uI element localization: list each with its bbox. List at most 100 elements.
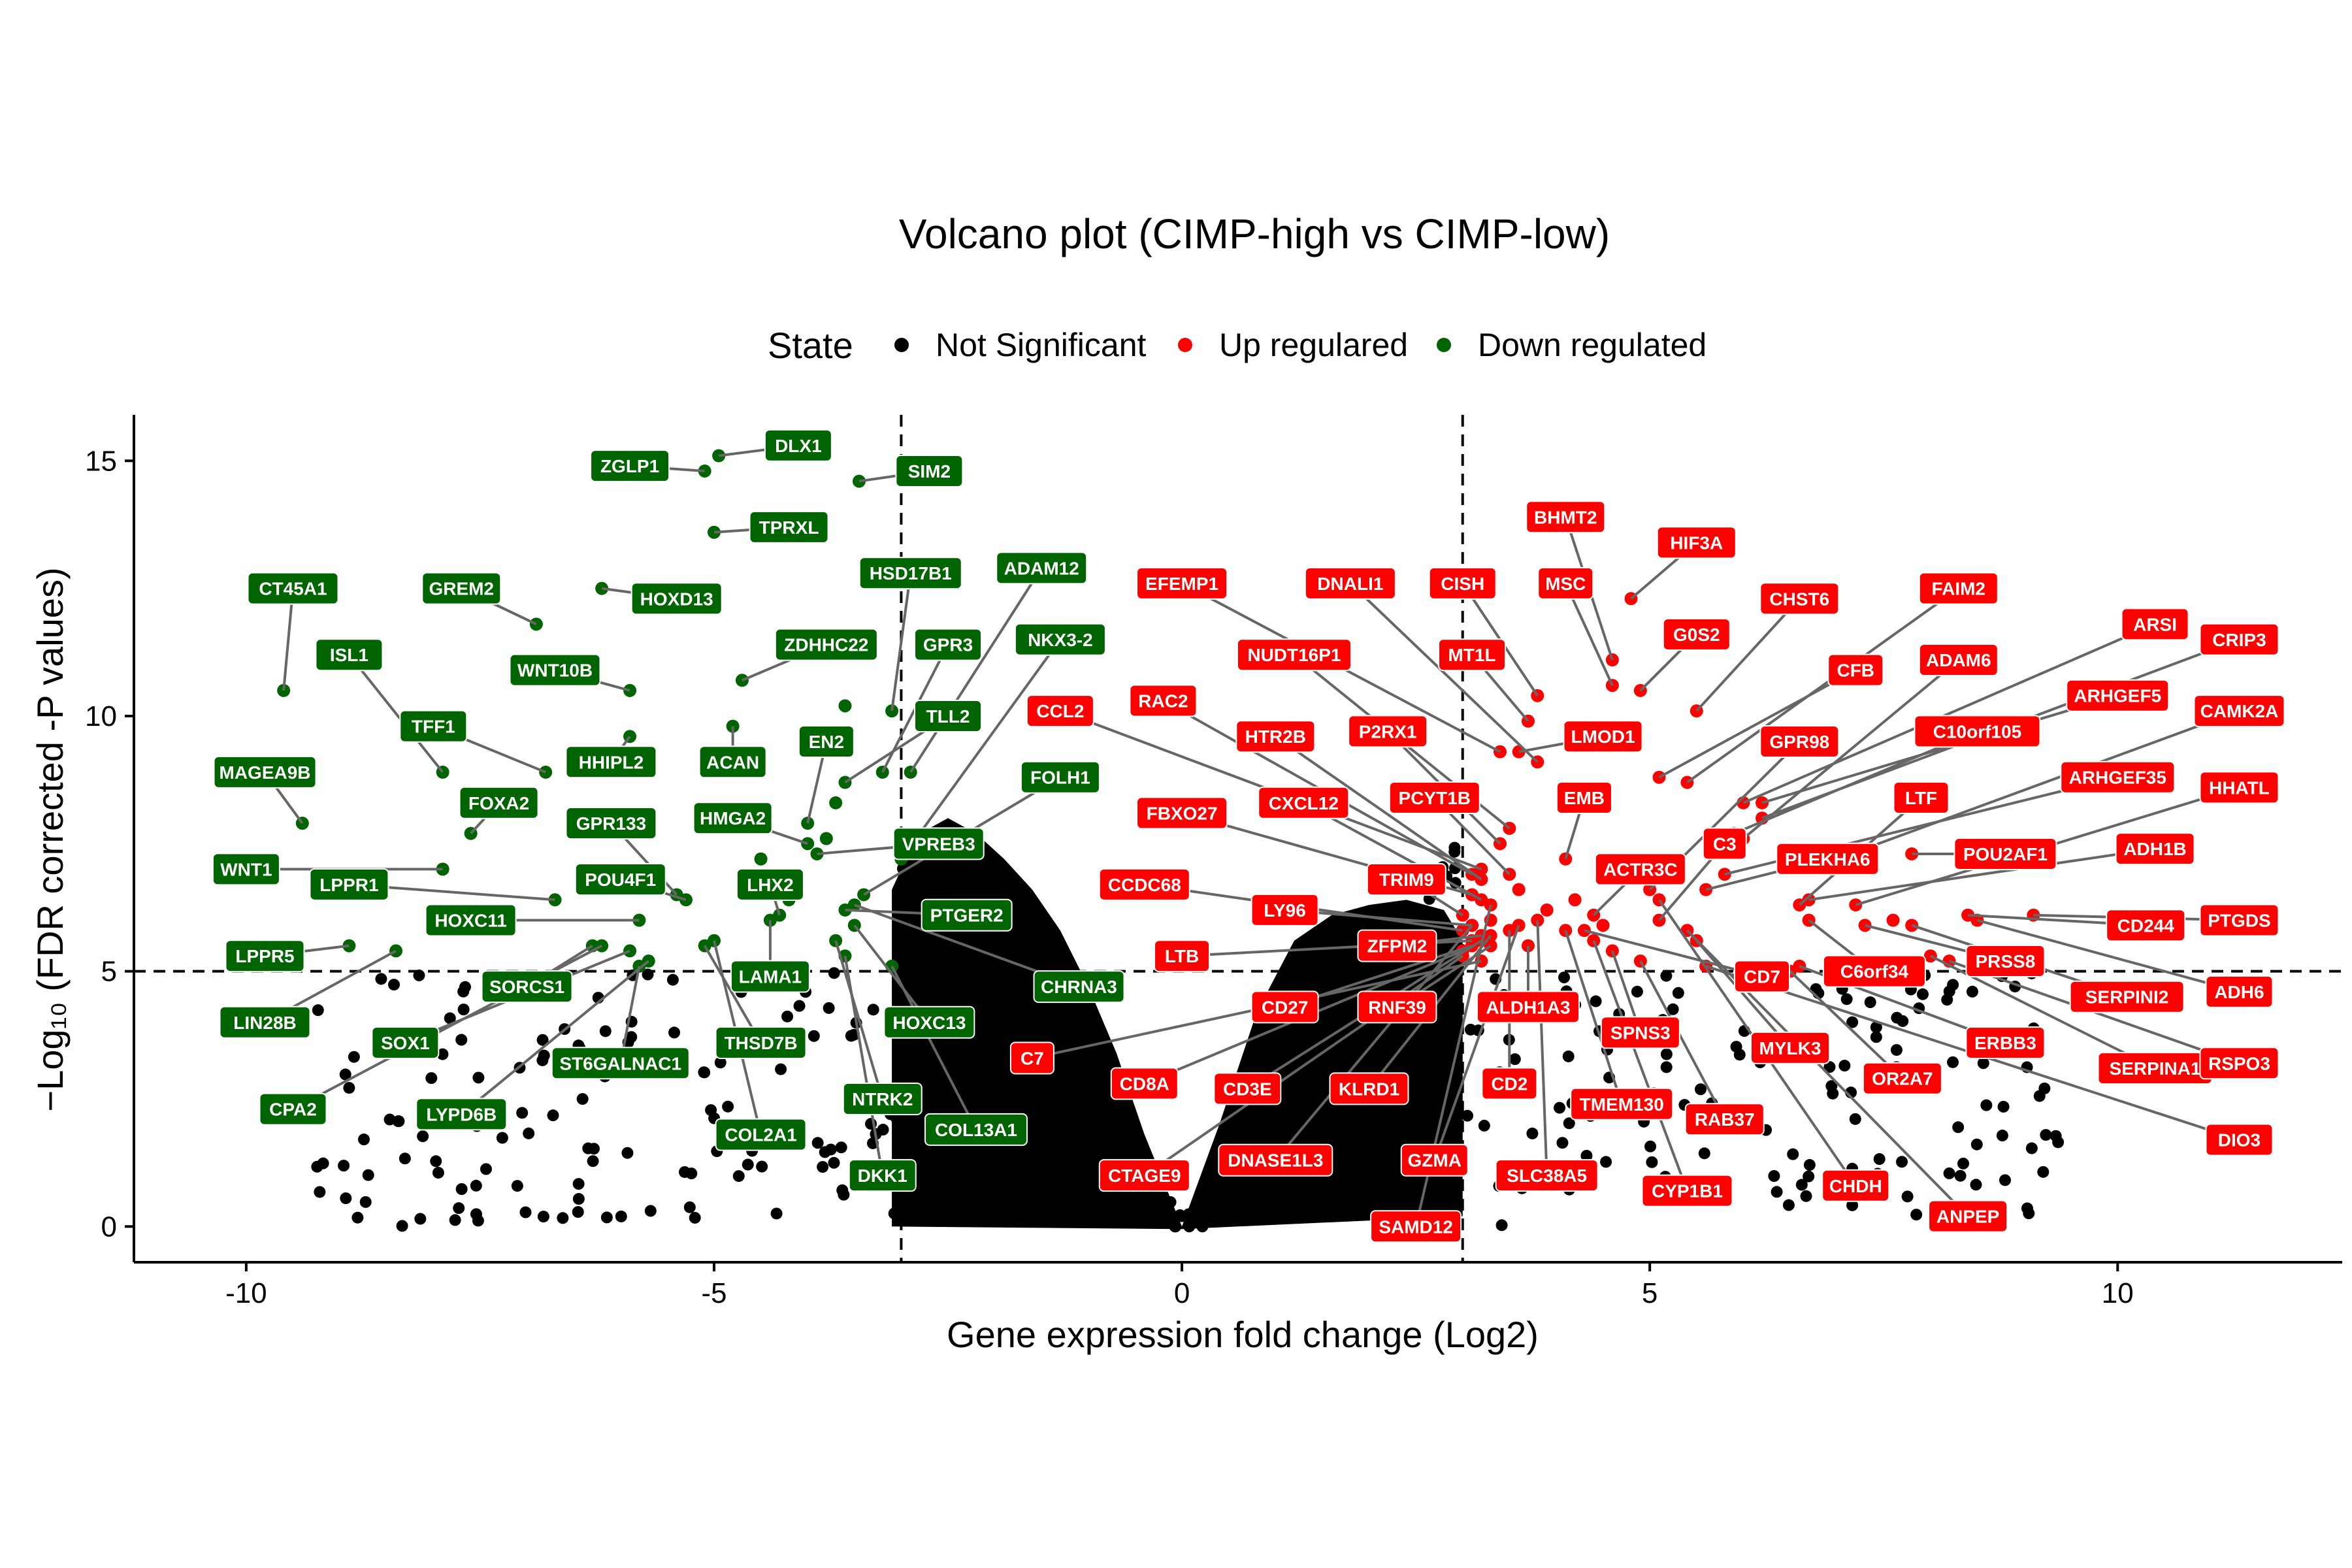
not-significant-point <box>742 1158 754 1171</box>
gene-label-text: ALDH1A3 <box>1486 997 1570 1017</box>
not-significant-point <box>1307 1077 1319 1090</box>
gene-label-text: DIO3 <box>2218 1130 2261 1150</box>
not-significant-point <box>1556 1137 1569 1149</box>
gene-label: SLC38A5 <box>1495 1159 1599 1192</box>
gene-label-text: LPPR1 <box>319 875 378 895</box>
not-significant-point <box>877 1124 889 1136</box>
gene-label: DLX1 <box>764 429 832 462</box>
gene-label: HTR2B <box>1235 720 1316 753</box>
gene-label-text: KLRD1 <box>1339 1079 1399 1099</box>
not-significant-point <box>1209 1191 1221 1203</box>
not-significant-point <box>1870 1021 1882 1034</box>
gene-label-text: GREM2 <box>429 579 494 599</box>
data-point <box>754 852 768 866</box>
gene-label: FOXA2 <box>459 786 539 819</box>
not-significant-point <box>348 1051 360 1063</box>
not-significant-point <box>449 1214 461 1226</box>
leader-line <box>1536 920 1548 1176</box>
gene-label-text: P2RX1 <box>1359 721 1417 742</box>
leader-line <box>1433 924 1520 1161</box>
not-significant-point <box>1827 1087 1839 1100</box>
gene-label-text: EFEMP1 <box>1145 574 1218 594</box>
not-significant-point <box>828 1156 840 1169</box>
not-significant-point <box>1316 1071 1329 1084</box>
not-significant-point <box>340 1192 352 1205</box>
gene-label: RNF39 <box>1357 990 1437 1024</box>
not-significant-point <box>793 1000 806 1012</box>
not-significant-point <box>1787 1148 1799 1160</box>
not-significant-point <box>1672 987 1684 999</box>
gene-label: EN2 <box>798 725 855 759</box>
gene-label: LY96 <box>1250 893 1319 926</box>
not-significant-point <box>1952 1121 1965 1134</box>
gene-label: CD2 <box>1481 1067 1538 1100</box>
gene-label-text: SORCS1 <box>489 977 564 997</box>
gene-label: ST6GALNAC1 <box>551 1047 690 1080</box>
not-significant-point <box>1644 1140 1657 1152</box>
not-significant-point <box>1646 1156 1658 1168</box>
not-significant-point <box>2037 1166 2050 1178</box>
gene-label-text: MAGEA9B <box>220 762 311 783</box>
gene-label: COL13A1 <box>924 1113 1028 1146</box>
gene-label: CPA2 <box>259 1092 327 1126</box>
gene-label: HOXC13 <box>883 1005 975 1039</box>
gene-label: PRSS8 <box>1965 945 2046 978</box>
not-significant-point <box>1873 1153 1886 1166</box>
not-significant-point <box>1600 1156 1612 1168</box>
leader-line <box>890 965 977 1130</box>
gene-label: GREM2 <box>421 572 502 605</box>
gene-label: ACAN <box>698 745 767 779</box>
gene-label: CHRNA3 <box>1033 970 1125 1004</box>
gene-label-text: CHRNA3 <box>1041 977 1117 997</box>
not-significant-point <box>1957 1157 1970 1169</box>
gene-label: HMGA2 <box>693 802 773 835</box>
leader-line <box>1976 919 2240 993</box>
gene-label: RSPO3 <box>2199 1047 2279 1080</box>
gene-labels: DLX1 ZGLP1 SIM2 TPRXL CT45A1 GREM2 HOXD13 HSD17… <box>212 429 2285 1243</box>
not-significant-point <box>2050 1130 2062 1142</box>
not-significant-point <box>917 869 929 881</box>
gene-label-text: FOLH1 <box>1030 768 1090 788</box>
not-significant-point <box>1558 972 1571 984</box>
not-significant-point <box>683 1201 696 1213</box>
gene-label: SIM2 <box>895 454 964 487</box>
leader-line <box>348 653 444 774</box>
gene-label-text: RAC2 <box>1138 691 1188 711</box>
not-significant-point <box>1299 1035 1312 1047</box>
gene-label: THSD7B <box>715 1026 807 1060</box>
not-significant-point <box>1782 1199 1795 1211</box>
y-tick-label: 0 <box>101 1211 117 1243</box>
not-significant-point <box>547 1109 559 1122</box>
not-significant-point <box>644 1205 657 1217</box>
gene-label: EMB <box>1556 781 1612 814</box>
not-significant-point <box>1086 1086 1098 1099</box>
not-significant-point <box>523 1127 535 1139</box>
gene-label: PTGDS <box>2199 904 2279 937</box>
leader-line <box>1686 587 1959 784</box>
gene-label-text: MYLK3 <box>1759 1038 1821 1058</box>
gene-label: LTF <box>1893 781 1950 814</box>
gene-label-text: TLL2 <box>926 706 970 727</box>
gene-label: LPPR1 <box>309 868 389 901</box>
not-significant-point <box>343 1082 355 1094</box>
gene-label-text: CCDC68 <box>1108 875 1181 895</box>
gene-label-text: CFB <box>1837 661 1874 681</box>
gene-label-text: LIN28B <box>233 1013 296 1033</box>
not-significant-point <box>1526 1127 1539 1139</box>
leader-line <box>834 940 884 1100</box>
not-significant-point <box>907 888 919 900</box>
not-significant-point <box>1870 1031 1882 1043</box>
plot-area: DLX1 ZGLP1 SIM2 TPRXL CT45A1 GREM2 HOXD13 HSD17… <box>134 415 2342 1262</box>
leader-line <box>843 955 884 1176</box>
gene-label: MSC <box>1537 566 1594 600</box>
gene-label-text: ACAN <box>706 752 759 772</box>
not-significant-point <box>1954 1169 1967 1182</box>
not-significant-point <box>453 1202 465 1215</box>
not-significant-point <box>311 1160 323 1173</box>
gene-label: POU4F1 <box>574 863 666 896</box>
not-significant-point <box>457 1004 470 1016</box>
gene-label-text: C10orf105 <box>1933 721 2021 742</box>
gene-label-text: CD7 <box>1744 966 1780 987</box>
not-significant-point <box>399 1152 411 1165</box>
not-significant-cloud <box>892 818 1463 1230</box>
